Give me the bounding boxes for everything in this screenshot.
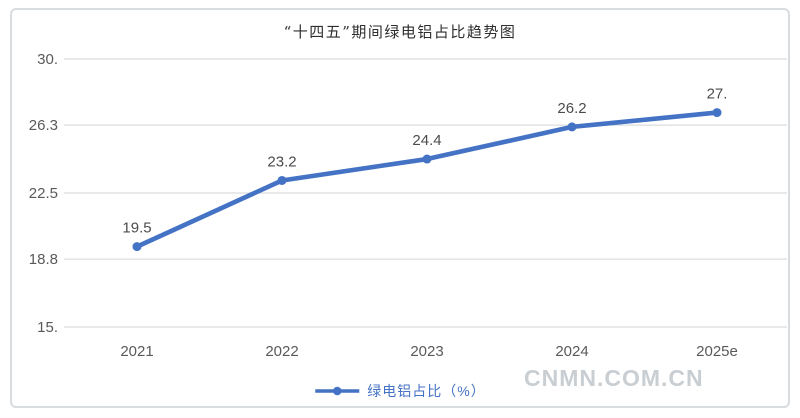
- data-label: 23.2: [267, 153, 296, 170]
- y-axis-tick-label: 30.: [37, 51, 58, 68]
- y-axis-tick-label: 22.5: [29, 185, 58, 202]
- chart-frame: “十四五”期间绿电铝占比趋势图 30. 26.3 22.5 18.8 15. 2021 20…: [10, 8, 790, 408]
- data-label: 19.5: [122, 220, 151, 237]
- chart-title: “十四五”期间绿电铝占比趋势图: [283, 23, 517, 41]
- y-axis-tick-label: 15.: [37, 319, 58, 336]
- data-point-marker: [132, 242, 142, 252]
- legend-dot: [332, 386, 342, 396]
- x-axis-tick-label: 2023: [410, 343, 443, 360]
- x-axis-tick-label: 2022: [265, 343, 298, 360]
- line-chart-plot-area: 30. 26.3 22.5 18.8 15. 2021 2022 2023 2024 2025e 1…: [29, 51, 787, 360]
- data-point-marker: [277, 175, 287, 185]
- data-point-marker: [712, 108, 722, 118]
- data-label: 26.2: [557, 100, 586, 117]
- data-label: 24.4: [412, 132, 441, 149]
- data-point-marker: [567, 122, 577, 132]
- x-axis-tick-label: 2021: [120, 343, 153, 360]
- x-axis-tick-label: 2024: [555, 343, 588, 360]
- legend-label: 绿电铝占比（%）: [367, 383, 486, 399]
- legend-line-marker-icon: [315, 386, 360, 396]
- x-axis-tick-label: 2025e: [696, 343, 738, 360]
- legend: 绿电铝占比（%）: [314, 381, 485, 401]
- data-label: 27.: [707, 86, 728, 103]
- y-axis-tick-label: 18.8: [29, 251, 58, 268]
- data-point-marker: [422, 154, 432, 164]
- watermark: CNMN.COM.CN: [524, 365, 704, 391]
- y-axis-tick-label: 26.3: [29, 117, 58, 134]
